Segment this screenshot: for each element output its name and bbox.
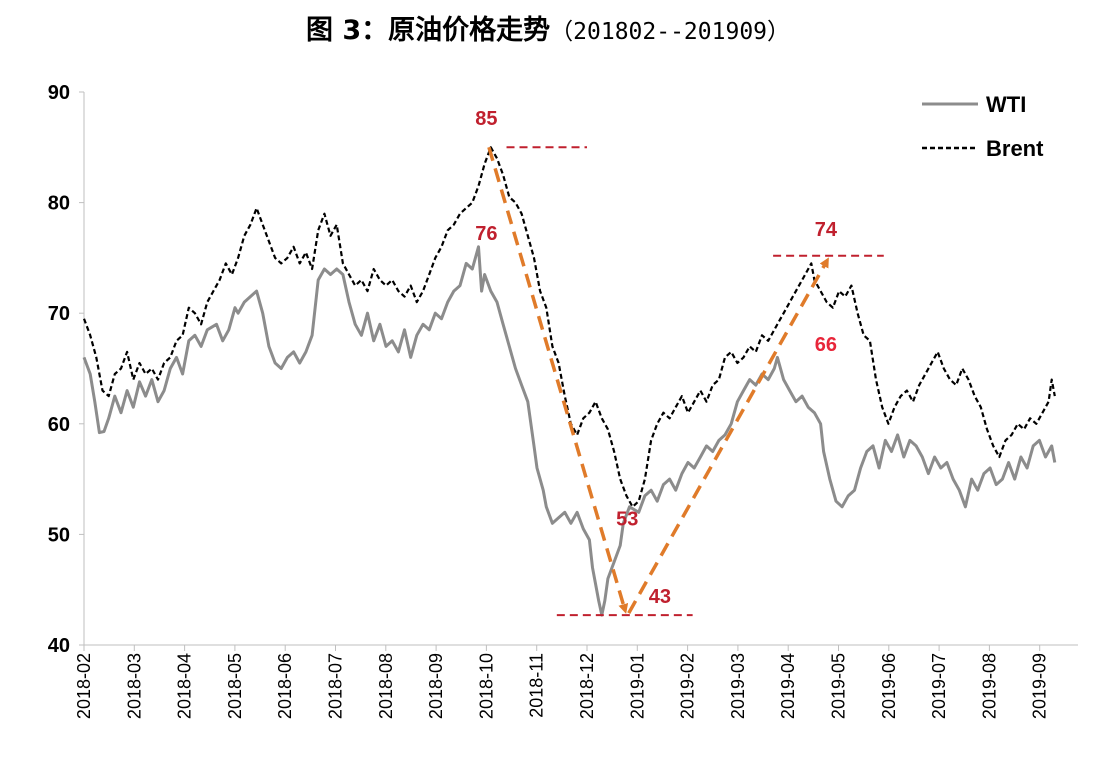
x-tick-label: 2019-02 (678, 653, 698, 719)
x-tick-label: 2018-12 (577, 653, 597, 719)
x-tick-label: 2019-01 (627, 653, 647, 719)
x-tick-label: 2019-06 (879, 653, 899, 719)
x-tick-label: 2019-09 (1030, 653, 1050, 719)
legend: WTI Brent (922, 92, 1044, 161)
series-line-wti (82, 245, 1057, 617)
x-tick-label: 2018-06 (275, 653, 295, 719)
annotation-label-74: 74 (815, 219, 838, 241)
annotation-label-85: 85 (475, 108, 497, 130)
annotation-label-43: 43 (649, 586, 671, 608)
chart-title-sub: （201802--201909） (550, 19, 791, 45)
x-tick-label: 2018-09 (426, 653, 446, 719)
y-tick-label: 50 (48, 524, 70, 546)
x-tick-label: 2019-03 (728, 653, 748, 719)
annotation-label-76: 76 (475, 223, 497, 245)
annotation-label-53: 53 (616, 509, 638, 531)
x-tick-label: 2019-04 (778, 653, 798, 719)
chart-title: 图 3：原油价格走势（201802--201909） (0, 8, 1096, 47)
series-group (82, 146, 1057, 617)
y-tick-label: 70 (48, 303, 70, 325)
y-tick-label: 60 (48, 414, 70, 436)
series-line-brent (82, 146, 1056, 508)
y-tick-label: 90 (48, 82, 70, 104)
x-tick-label: 2018-03 (124, 653, 144, 719)
x-tick-label: 2019-08 (979, 653, 999, 719)
trend-arrow-down (487, 146, 629, 614)
legend-label-brent: Brent (986, 136, 1044, 161)
annotation-label-66: 66 (815, 334, 837, 356)
annotations-group: 85 76 53 43 74 66 (475, 108, 884, 617)
x-axis: 2018-02 2018-03 2018-04 2018-05 2018-06 2018-… (74, 644, 1078, 719)
x-tick-label: 2018-04 (175, 653, 195, 719)
x-tick-label: 2018-10 (476, 653, 496, 719)
y-tick-label: 40 (48, 635, 70, 657)
y-tick-label: 80 (48, 193, 70, 215)
x-tick-label: 2018-08 (376, 653, 396, 719)
y-axis: 40 50 60 70 80 90 (48, 82, 85, 657)
legend-label-wti: WTI (986, 92, 1026, 117)
x-tick-label: 2018-02 (74, 653, 94, 719)
x-tick-label: 2019-05 (829, 653, 849, 719)
x-tick-label: 2018-11 (527, 653, 547, 718)
trend-arrow-up (627, 257, 829, 614)
x-tick-label: 2018-05 (225, 653, 245, 719)
x-tick-label: 2019-07 (929, 653, 949, 719)
x-tick-label: 2018-07 (326, 653, 346, 719)
chart-title-main: 图 3：原油价格走势 (305, 15, 551, 46)
